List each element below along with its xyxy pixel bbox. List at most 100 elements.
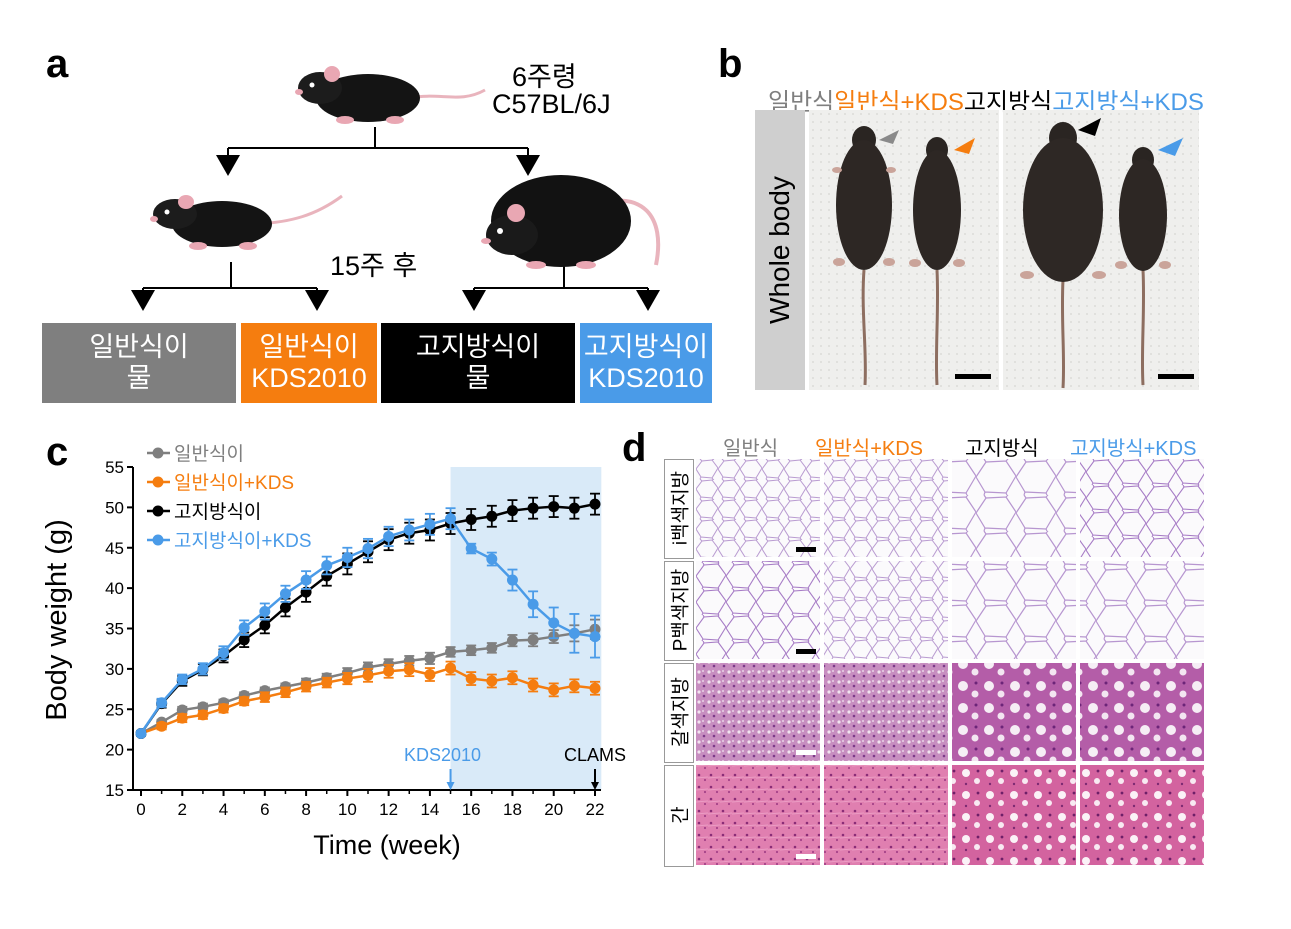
data-point [568,680,580,692]
group-box-normal-water: 일반식이 물 [42,323,236,403]
data-point [403,664,415,676]
group-box-hfd-kds: 고지방식이 KDS2010 [580,323,712,403]
data-point [197,709,209,721]
group-tree-lines [131,127,660,311]
data-point [300,681,312,693]
row-label-iwat: i백색지방 [670,470,692,546]
data-point [321,677,333,689]
data-point [506,505,518,517]
data-point [218,702,230,714]
panel-d-label: d [622,426,647,470]
whole-body-label: Whole body [764,176,795,324]
x-tick-label: 14 [420,800,439,819]
mouse-illustration-top [295,66,486,124]
x-tick-label: 20 [544,800,563,819]
group-box-line2: 물 [126,363,152,393]
y-tick-label: 45 [105,539,124,558]
y-tick-label: 40 [105,579,124,598]
y-tick-label: 55 [105,458,124,477]
data-point [156,697,168,709]
row-label-cell [664,663,694,763]
group-box-line1: 일반식이 [89,331,189,362]
data-point [259,619,271,631]
after-label: 15주 후 [330,251,418,281]
data-point [445,662,457,674]
x-axis-label: Time (week) [313,830,461,860]
legend-marker [152,505,164,517]
row-label-cell [664,561,694,661]
annotation-arrowhead [591,782,599,790]
data-point [527,634,539,646]
y-tick-label: 20 [105,741,124,760]
x-tick-label: 2 [178,800,187,819]
whole-body-side-bar [755,110,805,390]
data-point [589,498,601,510]
y-axis-label: Body weight (g) [41,519,73,721]
data-point [548,617,560,629]
data-point [341,551,353,563]
data-point [197,663,209,675]
data-point [176,712,188,724]
data-point [383,530,395,542]
x-tick-label: 0 [136,800,145,819]
legend-label: 고지방식이+KDS [174,530,312,552]
data-point [279,686,291,698]
y-tick-label: 15 [105,781,124,800]
data-point [445,646,457,658]
data-point [506,635,518,647]
data-point [445,513,457,525]
age-label: 6주령 [512,62,577,92]
data-point [300,574,312,586]
mouse-illustration-normal [150,194,343,250]
group-box-line2: 물 [465,363,491,393]
data-point [321,570,333,582]
group-box-line1: 고지방식이 [415,331,541,362]
data-point [156,720,168,732]
x-tick-label: 6 [260,800,269,819]
data-point [424,518,436,530]
data-point [465,644,477,656]
data-point [341,673,353,685]
data-point [527,679,539,691]
group-box-line2: KDS2010 [588,363,704,393]
data-point [403,524,415,536]
data-point [362,661,374,673]
data-point [176,704,188,716]
x-tick-label: 16 [462,800,481,819]
data-point [424,669,436,681]
mouse-illustration-obese [481,175,661,269]
data-point [486,510,498,522]
d-header-normal: 일반식 [723,438,779,460]
panel-a-label: a [46,42,69,86]
data-point [321,560,333,572]
group-box-normal-kds: 일반식이 KDS2010 [241,323,377,403]
data-point [568,627,580,639]
data-point [589,682,601,694]
row-label-cell [664,459,694,559]
data-point [197,701,209,713]
legend-marker [152,476,164,488]
group-box-line2: KDS2010 [251,363,367,393]
row-label-bat: 갈색지방 [670,677,692,747]
data-point [424,652,436,664]
data-point [527,502,539,514]
legend-label: 고지방식이 [174,501,261,523]
photo-normal-mice [809,110,999,390]
legend-marker [152,447,164,459]
data-point [465,513,477,525]
data-point [135,727,147,739]
panel-b-label: b [718,42,743,86]
panel-c-label: c [46,430,69,474]
data-point [506,574,518,586]
data-point [548,501,560,513]
y-tick-label: 35 [105,620,124,639]
data-point [486,553,498,565]
data-point [279,602,291,614]
d-header-hfd: 고지방식 [965,438,1039,460]
data-point [218,647,230,659]
y-tick-label: 30 [105,660,124,679]
d-header-hfd-kds: 고지방식+KDS [1070,438,1197,460]
group-box-line1: 고지방식이 [583,331,709,362]
data-point [259,691,271,703]
data-point [383,665,395,677]
